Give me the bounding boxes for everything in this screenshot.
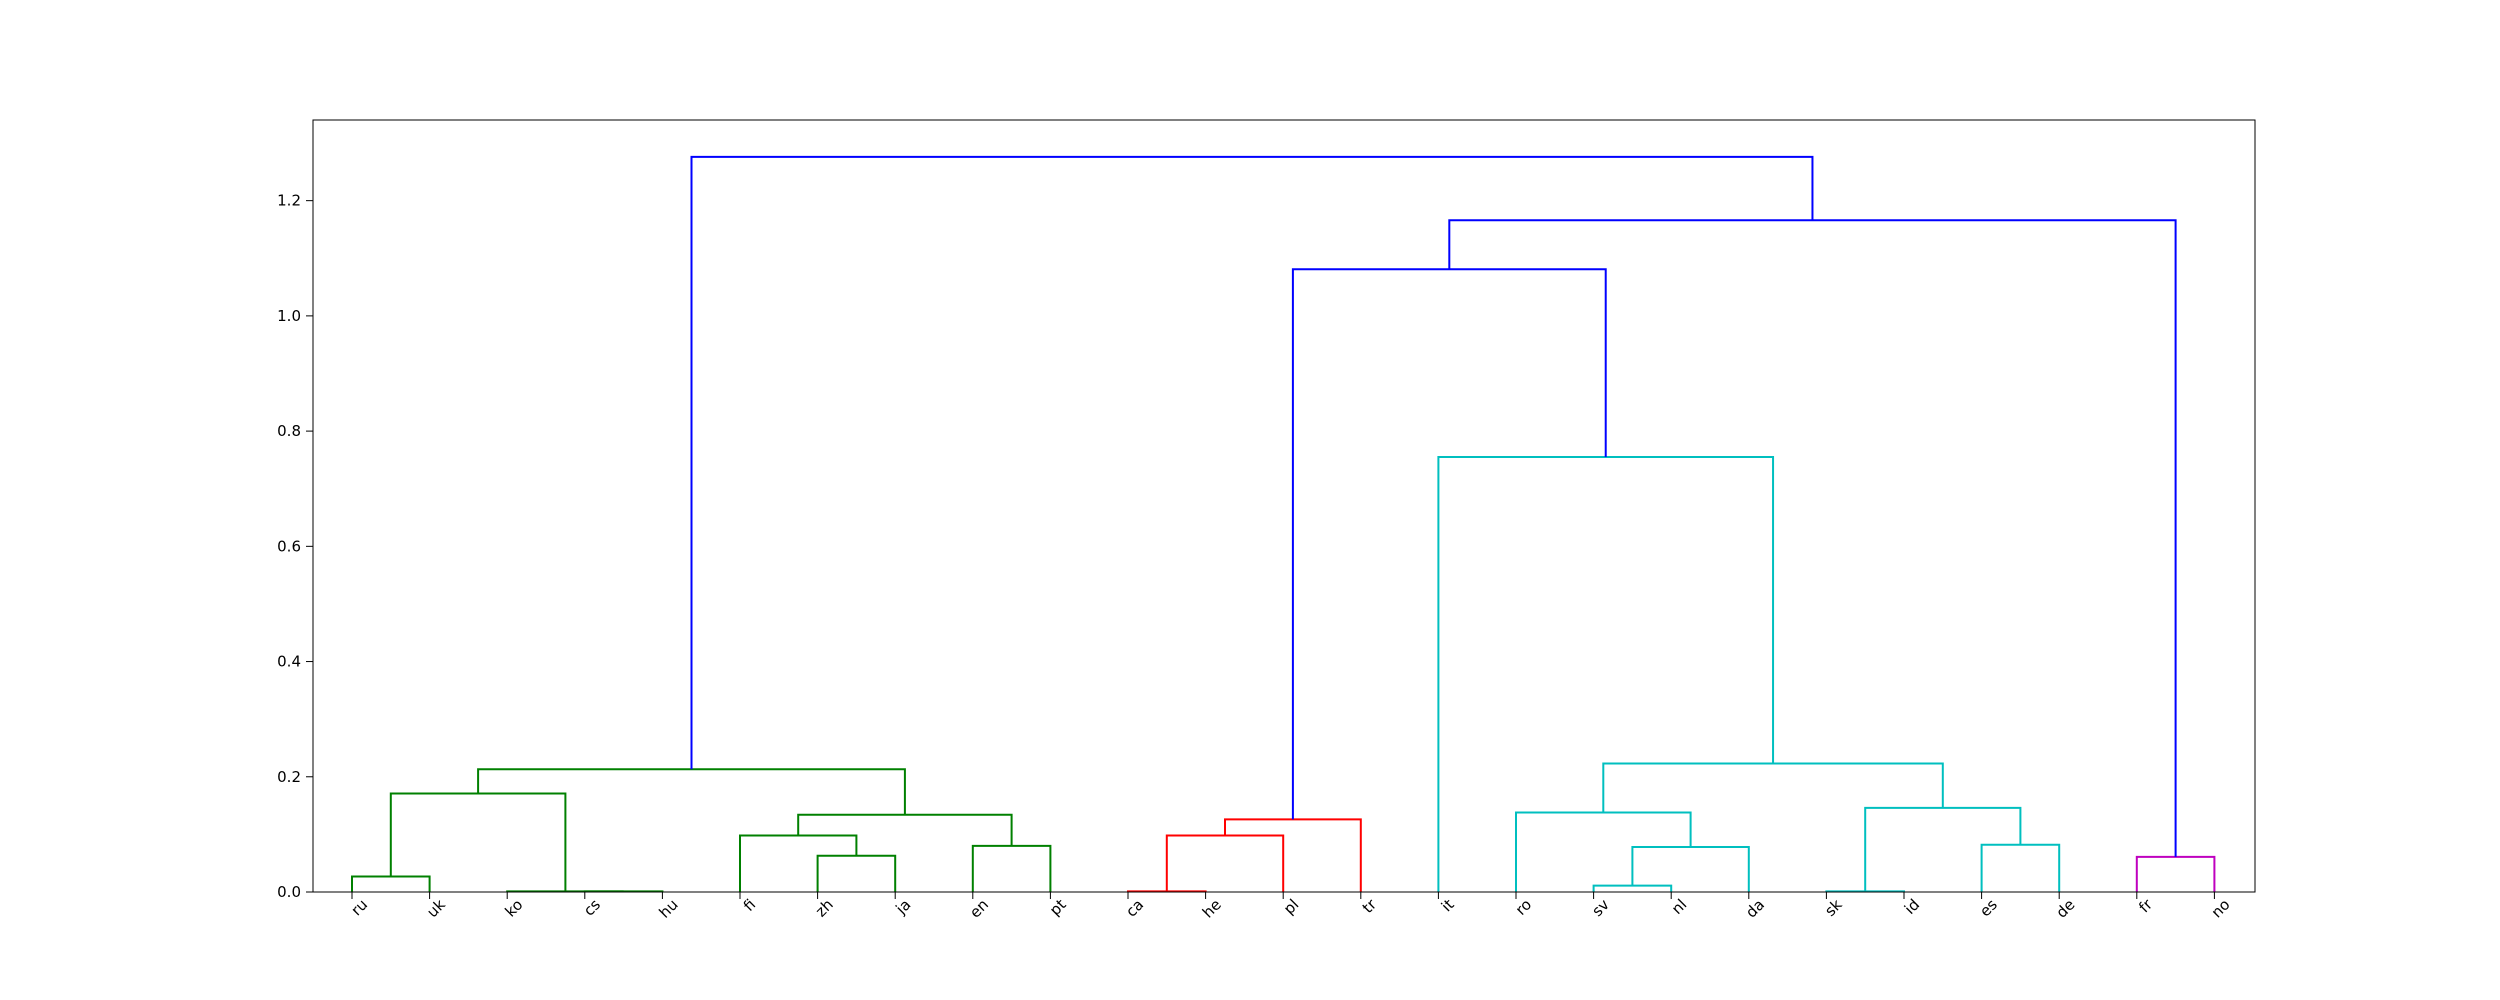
y-tick-label: 1.0 [277,307,301,325]
links-layer [351,155,2216,893]
y-axis: 0.0 0.2 0.4 0.6 0.8 1.0 1.2 [277,192,313,901]
plot-frame [312,119,2256,893]
y-tick-label: 0.2 [277,768,301,786]
y-tick-label: 0.0 [277,883,301,901]
y-tick-label: 1.2 [277,192,301,210]
y-tick-label: 0.8 [277,422,301,440]
link-ru-uk-ko-cs-hu-fi-zh-ja-en-pt-ca-he-pl-tr-it-ro-sv-nl-da-sk-id-es-de-fr-no [690,155,1814,770]
y-tick-label: 0.6 [277,537,301,555]
y-tick-label: 0.4 [277,653,301,671]
